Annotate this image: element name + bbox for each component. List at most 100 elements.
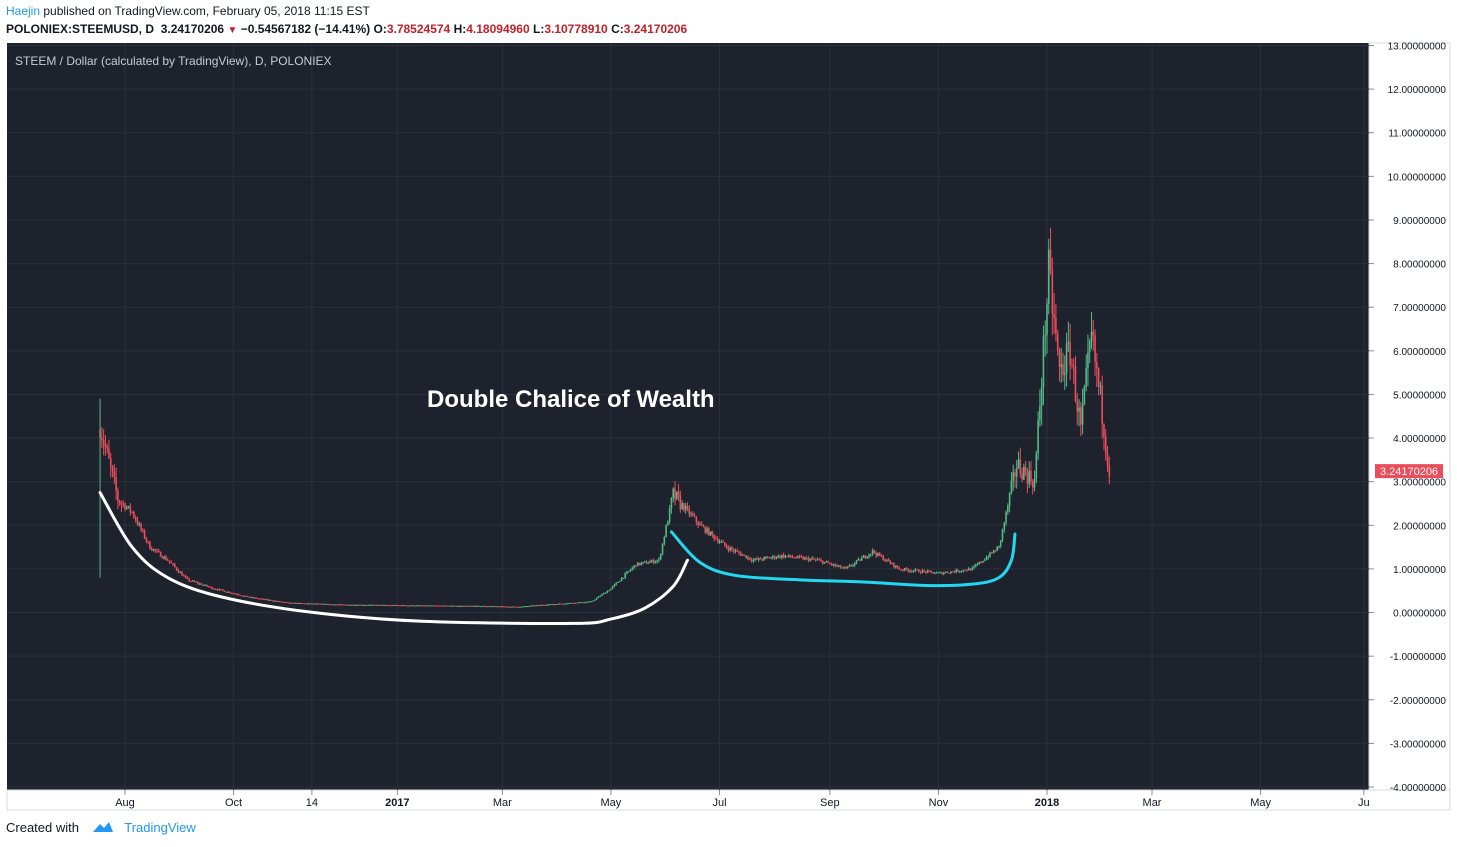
- candle-body: [369, 604, 372, 606]
- candle-body: [588, 601, 591, 603]
- candle-body: [732, 549, 735, 552]
- x-tick-label: Sep: [820, 797, 840, 809]
- candle-body: [120, 503, 123, 505]
- candle-body: [608, 590, 610, 592]
- candle-body: [546, 604, 548, 606]
- candle-body: [380, 604, 383, 606]
- candle-body: [1044, 335, 1047, 337]
- candle-body: [423, 605, 425, 607]
- tradingview-link[interactable]: TradingView: [124, 820, 196, 835]
- candle-body: [620, 578, 623, 581]
- candle-body: [574, 602, 577, 604]
- candle-body: [590, 601, 593, 603]
- low-label: L:: [533, 22, 545, 36]
- candle-body: [1062, 364, 1064, 375]
- candle-body: [179, 572, 181, 574]
- candle-body: [711, 531, 714, 535]
- candle-body: [531, 605, 534, 607]
- candle-body: [763, 557, 765, 560]
- candle-body: [279, 601, 281, 603]
- candle-body: [307, 603, 310, 605]
- candle-body: [104, 444, 107, 447]
- candle-body: [1021, 473, 1023, 480]
- candle-body: [289, 602, 292, 604]
- candle-body: [138, 523, 141, 525]
- candle-body: [232, 593, 235, 595]
- candle-body: [891, 562, 893, 564]
- candle-body: [610, 588, 612, 591]
- candle-body: [939, 572, 942, 574]
- y-tick-label: 8.00000000: [1393, 260, 1446, 271]
- candle-body: [275, 600, 278, 602]
- candle-body: [343, 604, 345, 606]
- candle-body: [955, 569, 958, 573]
- candle-body: [907, 569, 909, 572]
- candle-body: [204, 584, 206, 586]
- candle-body: [946, 572, 949, 574]
- candle-body: [601, 594, 603, 596]
- candle-body: [1080, 407, 1082, 425]
- candle-body: [474, 605, 477, 607]
- candle-body: [483, 606, 486, 608]
- candle-body: [919, 572, 922, 574]
- candle-body: [804, 557, 806, 560]
- candle-body: [1085, 368, 1087, 388]
- candle-body: [1017, 459, 1020, 469]
- candle-body: [348, 604, 351, 606]
- candle-body: [825, 561, 828, 563]
- candle-body: [165, 556, 167, 560]
- candle-body: [398, 605, 400, 607]
- y-tick-label: -2.00000000: [1390, 696, 1447, 707]
- candle-body: [741, 554, 744, 556]
- candle-body: [382, 604, 384, 606]
- plot-area[interactable]: [7, 43, 1369, 790]
- candle-body: [985, 557, 988, 560]
- candle-body: [786, 555, 788, 557]
- candle-body: [188, 578, 190, 581]
- y-tick-label: 12.00000000: [1388, 85, 1447, 96]
- candle-body: [738, 551, 740, 554]
- candle-body: [156, 550, 158, 552]
- candle-body: [688, 508, 691, 515]
- candle-body: [951, 571, 954, 573]
- candle-body: [252, 597, 254, 599]
- footer: Created with TradingView: [6, 820, 196, 837]
- change-value: −0.54567182 (−14.41%): [240, 22, 371, 36]
- candle-body: [996, 547, 998, 552]
- price-scale[interactable]: [1368, 42, 1451, 791]
- candle-body: [220, 589, 222, 591]
- candle-body: [216, 589, 219, 591]
- candle-body: [789, 555, 792, 557]
- candle-body: [184, 575, 187, 578]
- candle-body: [715, 538, 717, 540]
- candle-body: [702, 525, 705, 527]
- candle-body: [820, 559, 822, 561]
- candle-body: [802, 556, 804, 560]
- candle-body: [827, 561, 829, 564]
- candle-body: [878, 552, 881, 556]
- candle-body: [336, 604, 338, 606]
- candle-body: [626, 571, 628, 574]
- close-label: C:: [611, 22, 624, 36]
- candle-body: [894, 565, 897, 568]
- candle-body: [401, 605, 404, 607]
- candle-body: [731, 547, 733, 550]
- candle-body: [236, 593, 238, 595]
- candle-body: [101, 438, 103, 440]
- chart-annotation: Double Chalice of Wealth: [427, 386, 715, 413]
- author-link[interactable]: Haejin: [6, 4, 41, 18]
- candle-body: [175, 567, 178, 570]
- candle-body: [1063, 373, 1066, 375]
- candle-body: [268, 599, 270, 601]
- candle-body: [937, 572, 940, 574]
- candle-body: [451, 605, 454, 607]
- candle-body: [166, 559, 169, 561]
- time-scale[interactable]: [6, 789, 1451, 811]
- candle-body: [556, 604, 559, 606]
- candle-body: [910, 570, 913, 572]
- y-tick-label: 2.00000000: [1393, 521, 1446, 532]
- candle-body: [793, 557, 796, 559]
- candle-body: [421, 605, 424, 607]
- candle-body: [202, 585, 205, 587]
